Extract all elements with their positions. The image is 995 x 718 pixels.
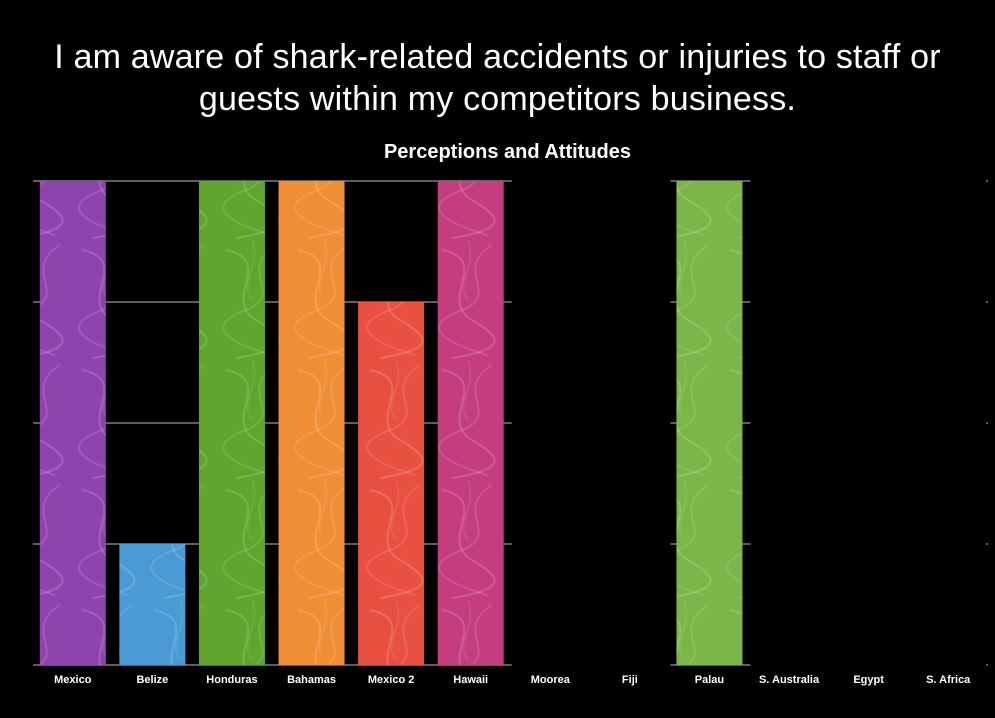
x-tick-label: S. Africa: [926, 674, 971, 686]
bar-texture: [278, 181, 345, 665]
x-tick-label: Bahamas: [287, 674, 336, 686]
x-tick-label: Palau: [695, 674, 724, 686]
x-tick-label: Honduras: [206, 674, 257, 686]
x-tick-label: Mexico 2: [368, 674, 414, 686]
slide-title: I am aware of shark-related accidents or…: [0, 36, 995, 120]
bar-texture: [39, 181, 106, 665]
slide-title-line-2: guests within my competitors business.: [198, 80, 797, 118]
x-tick-label: Hawaii: [453, 674, 488, 686]
x-tick-label: Fiji: [622, 674, 638, 686]
x-tick-label: S. Australia: [759, 674, 820, 686]
bar-texture: [119, 544, 186, 665]
x-tick-label: Egypt: [853, 674, 884, 686]
bar-texture: [358, 302, 425, 665]
x-tick-labels: Mexico Belize Honduras Bahamas Mexico 2 Hawai…: [54, 674, 971, 686]
bars-layer: [39, 181, 743, 665]
chart-title: Perceptions and Attitudes: [383, 141, 632, 163]
x-tick-label: Mexico: [54, 674, 92, 686]
bar-texture: [198, 181, 265, 665]
bar-texture: [676, 181, 743, 665]
slide-title-line-1: I am aware of shark-related accidents or…: [54, 38, 941, 76]
bar-texture: [437, 181, 504, 665]
x-tick-label: Moorea: [531, 674, 571, 686]
x-tick-label: Belize: [136, 674, 168, 686]
